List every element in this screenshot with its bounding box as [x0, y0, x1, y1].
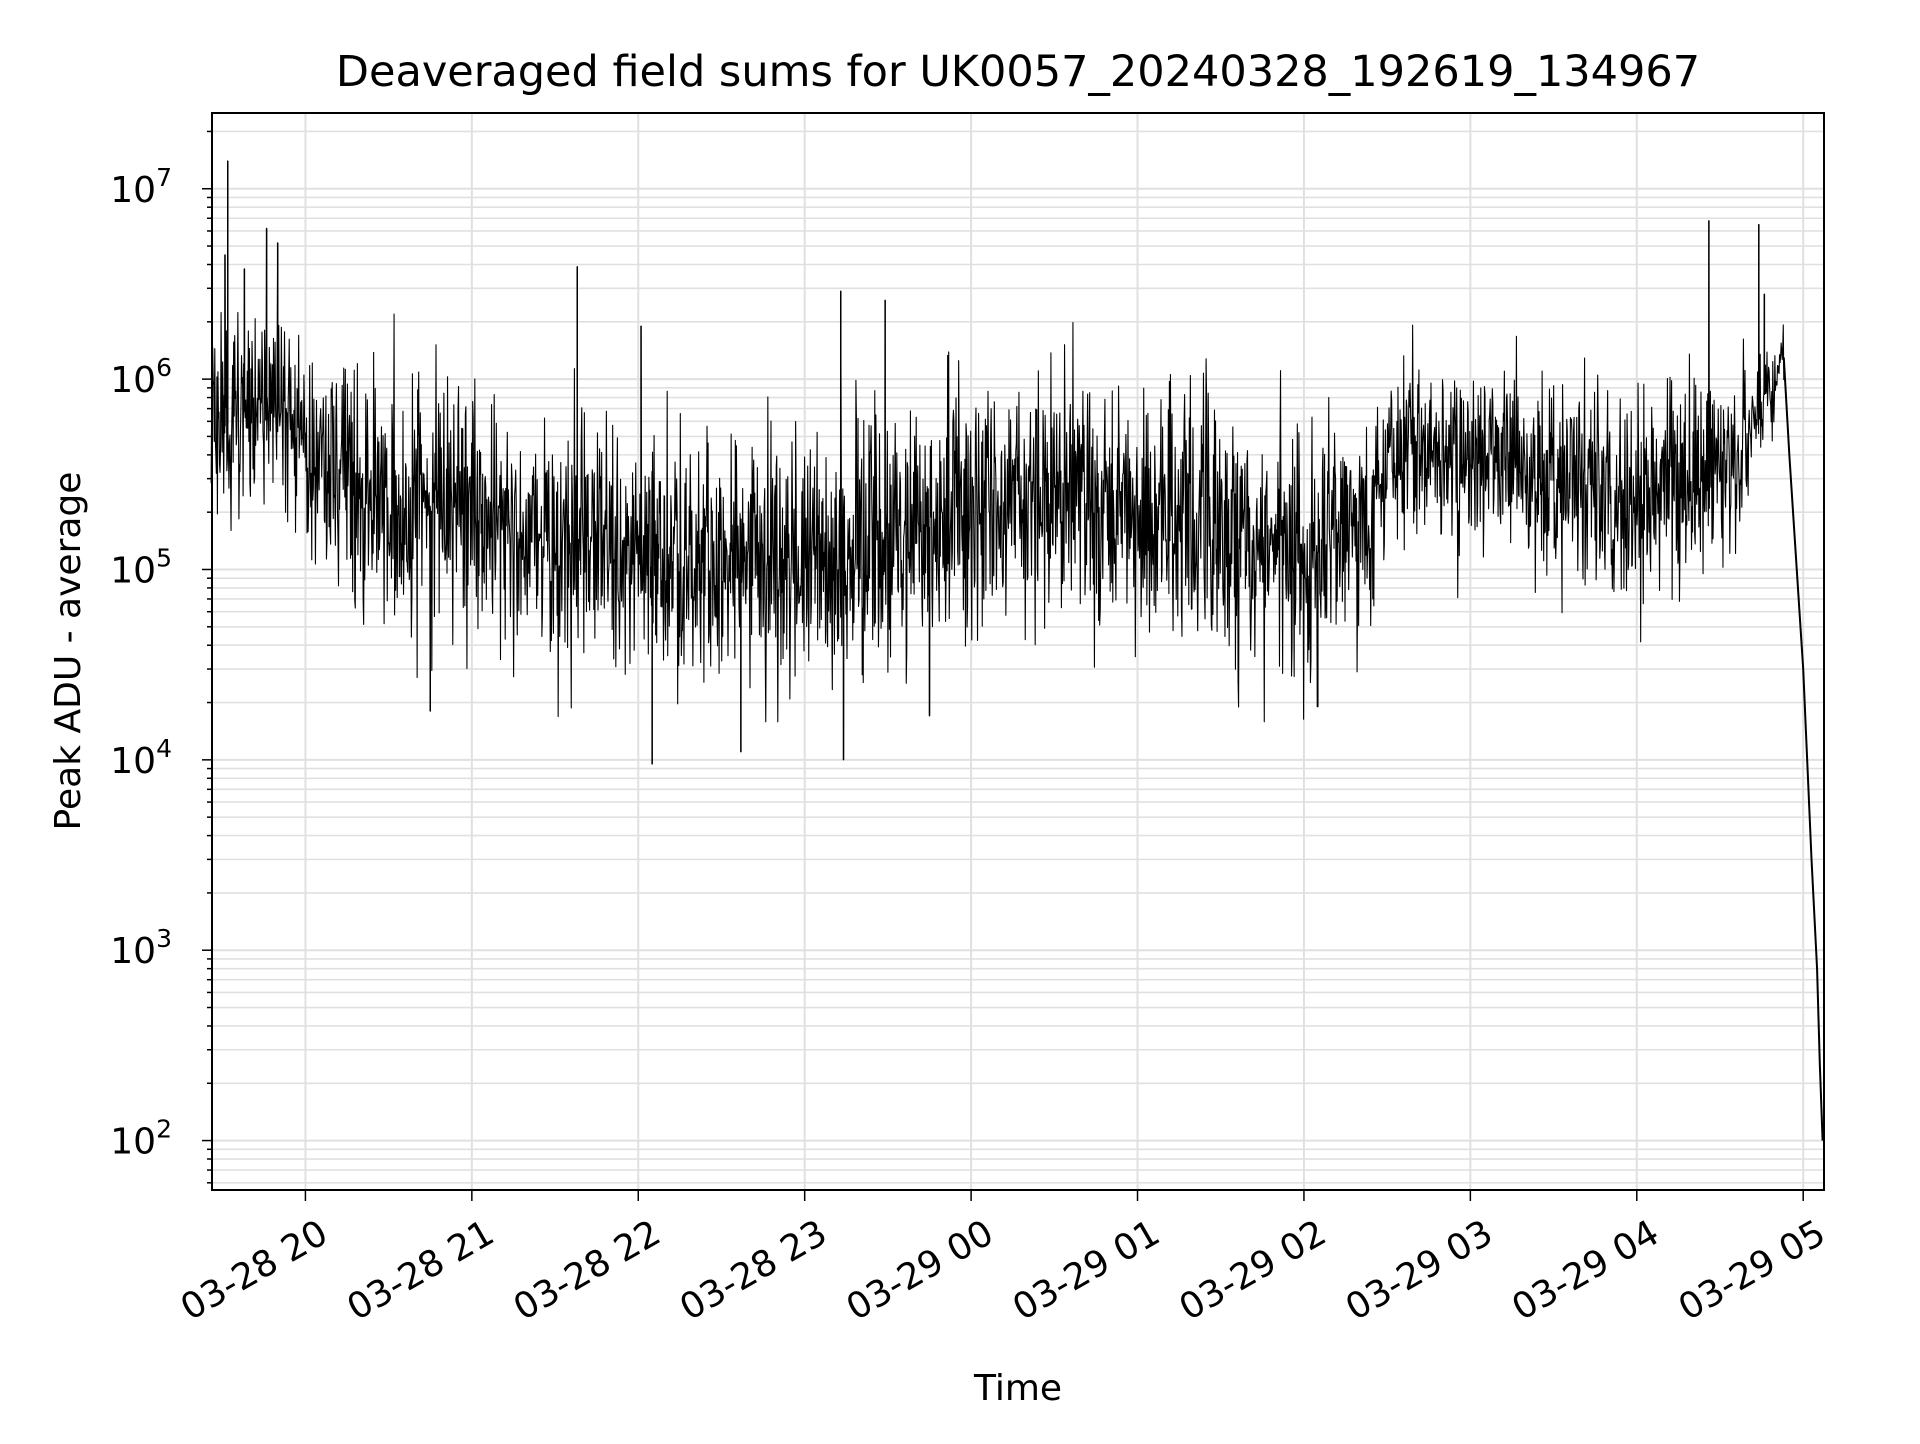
x-axis-label: Time: [973, 1368, 1062, 1409]
y-axis-label: Peak ADU - average: [48, 472, 89, 831]
y-tick-label: 104: [110, 734, 172, 782]
series-tail-line: [1782, 357, 1824, 1141]
y-tick-label: 105: [110, 543, 172, 591]
chart-title: Deaveraged field sums for UK0057_2024032…: [336, 47, 1700, 97]
grid-layer: [212, 113, 1824, 1190]
y-tick-label: 103: [110, 924, 172, 972]
y-tick-label: 102: [110, 1115, 172, 1163]
y-tick-label: 106: [110, 353, 172, 401]
data-layer: [210, 160, 1824, 1141]
plot-frame: [211, 112, 1825, 1191]
series-line: [210, 160, 1785, 765]
y-tick-label: 107: [110, 163, 172, 211]
